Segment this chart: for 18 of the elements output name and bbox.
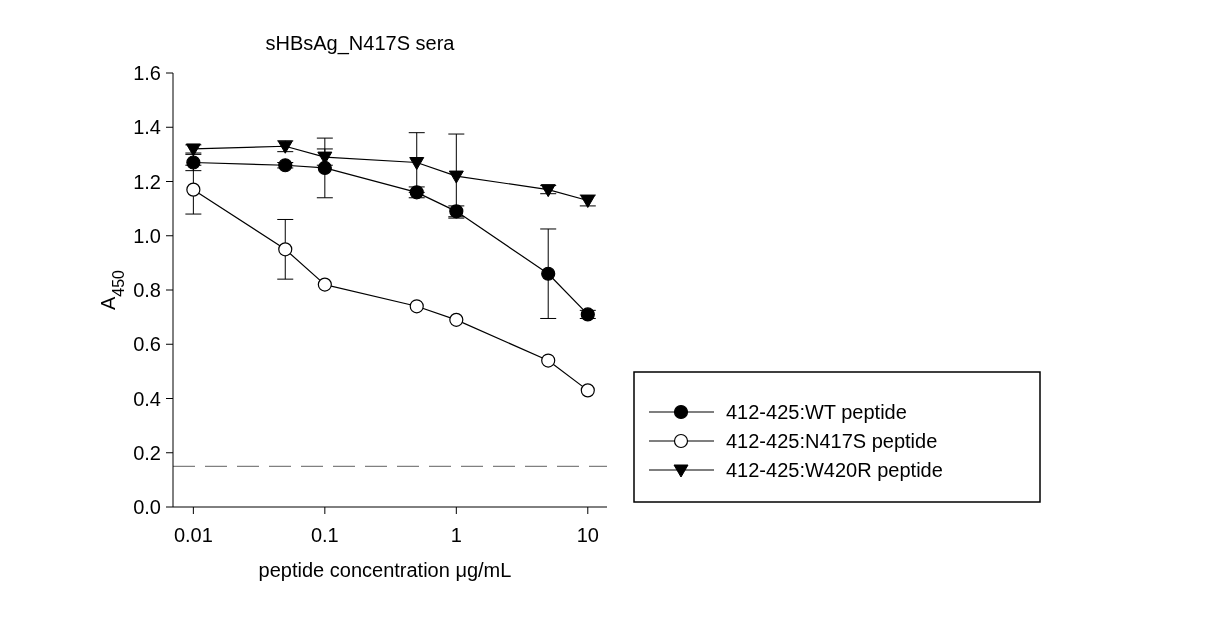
y-tick-label: 0.6 [133,333,161,356]
x-tick-label: 1 [450,524,462,546]
x-tick-label: 0.01 [173,524,213,546]
y-tick-label: 0.0 [133,496,161,518]
legend-label: 412-425:N417S peptide [726,430,938,452]
x-axis-title: peptide concentration μg/mL [258,559,512,581]
y-tick-label: 1.4 [133,116,161,139]
y-tick-label: 1.0 [133,224,161,247]
chart-title: sHBsAg_N417S sera [265,32,456,55]
legend-label: 412-425:W420R peptide [726,459,943,481]
y-tick-label: 0.4 [133,387,161,410]
x-tick-label: 10 [576,524,599,546]
y-tick-label: 1.2 [133,170,161,193]
x-tick-label: 0.1 [310,524,339,546]
legend-label: 412-425:WT peptide [726,401,907,423]
y-tick-label: 0.2 [133,441,161,464]
y-tick-label: 1.6 [133,62,161,84]
y-tick-label: 0.8 [133,279,161,301]
